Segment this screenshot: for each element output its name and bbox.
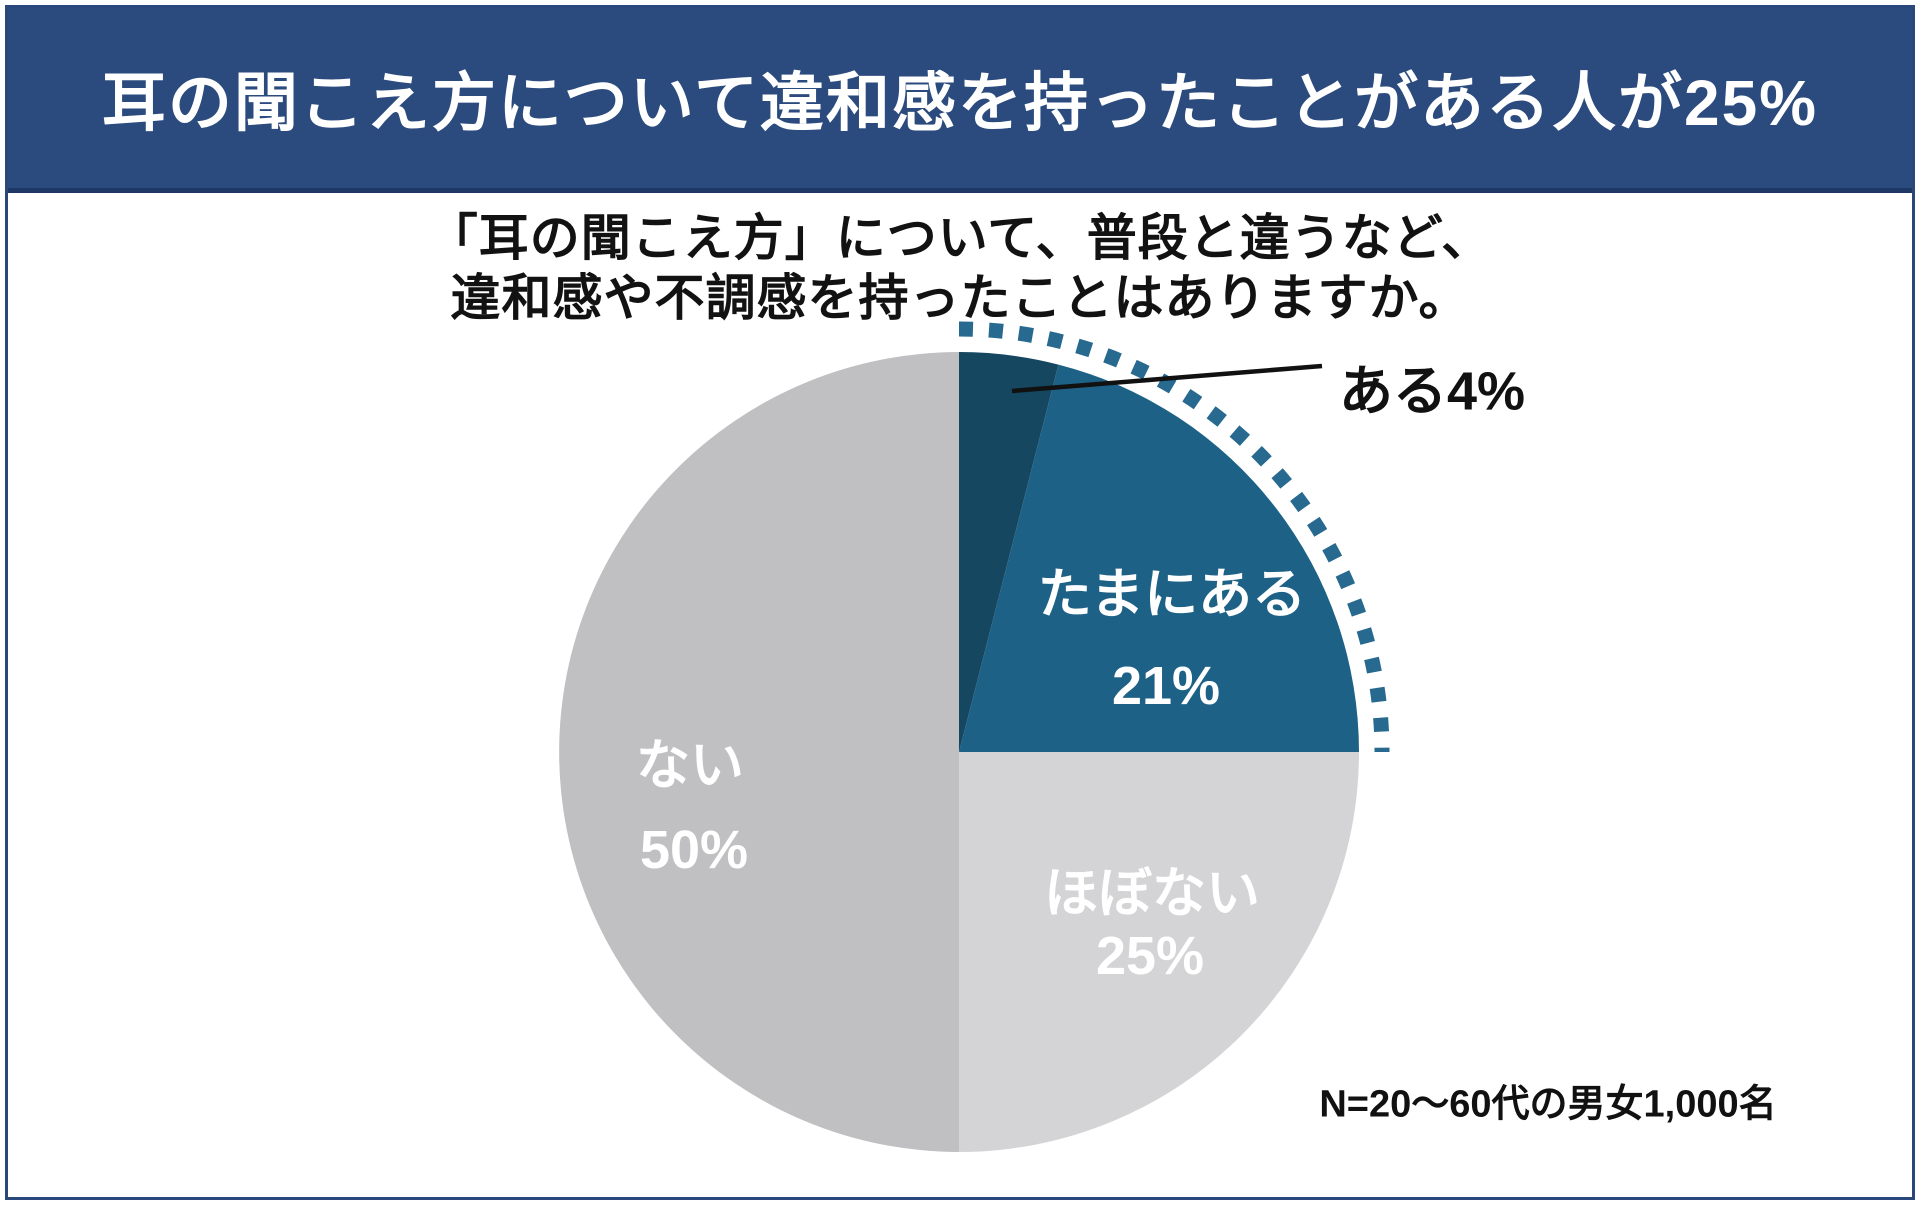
slice-label-hobonai: ほぼない xyxy=(1044,863,1260,924)
slice-label-tamaniaru: たまにある xyxy=(1037,564,1307,625)
slice-value-nai: 50% xyxy=(639,820,749,880)
page-title: 耳の聞こえ方について違和感を持ったことがある人が25% xyxy=(101,67,1819,139)
slice-callout-label-aru: ある4% xyxy=(1338,361,1526,422)
survey-question-line-2: 違和感や不調感を持ったことはありますか。 xyxy=(450,270,1470,326)
survey-question-line-1: 「耳の聞こえ方」について、普段と違うなど、 xyxy=(427,210,1493,266)
survey-question: 「耳の聞こえ方」について、普段と違うなど、 違和感や不調感を持ったことはあります… xyxy=(8,208,1912,328)
slice-label-nai: ない xyxy=(636,735,744,796)
slice-value-hobonai: 25% xyxy=(1095,926,1205,986)
infographic-frame: 耳の聞こえ方について違和感を持ったことがある人が25% 「耳の聞こえ方」について… xyxy=(5,5,1915,1200)
header-band: 耳の聞こえ方について違和感を持ったことがある人が25% xyxy=(8,8,1912,193)
sample-size-note: N=20〜60代の男女1,000名 xyxy=(1319,1083,1777,1126)
slice-value-tamaniaru: 21% xyxy=(1111,656,1221,716)
